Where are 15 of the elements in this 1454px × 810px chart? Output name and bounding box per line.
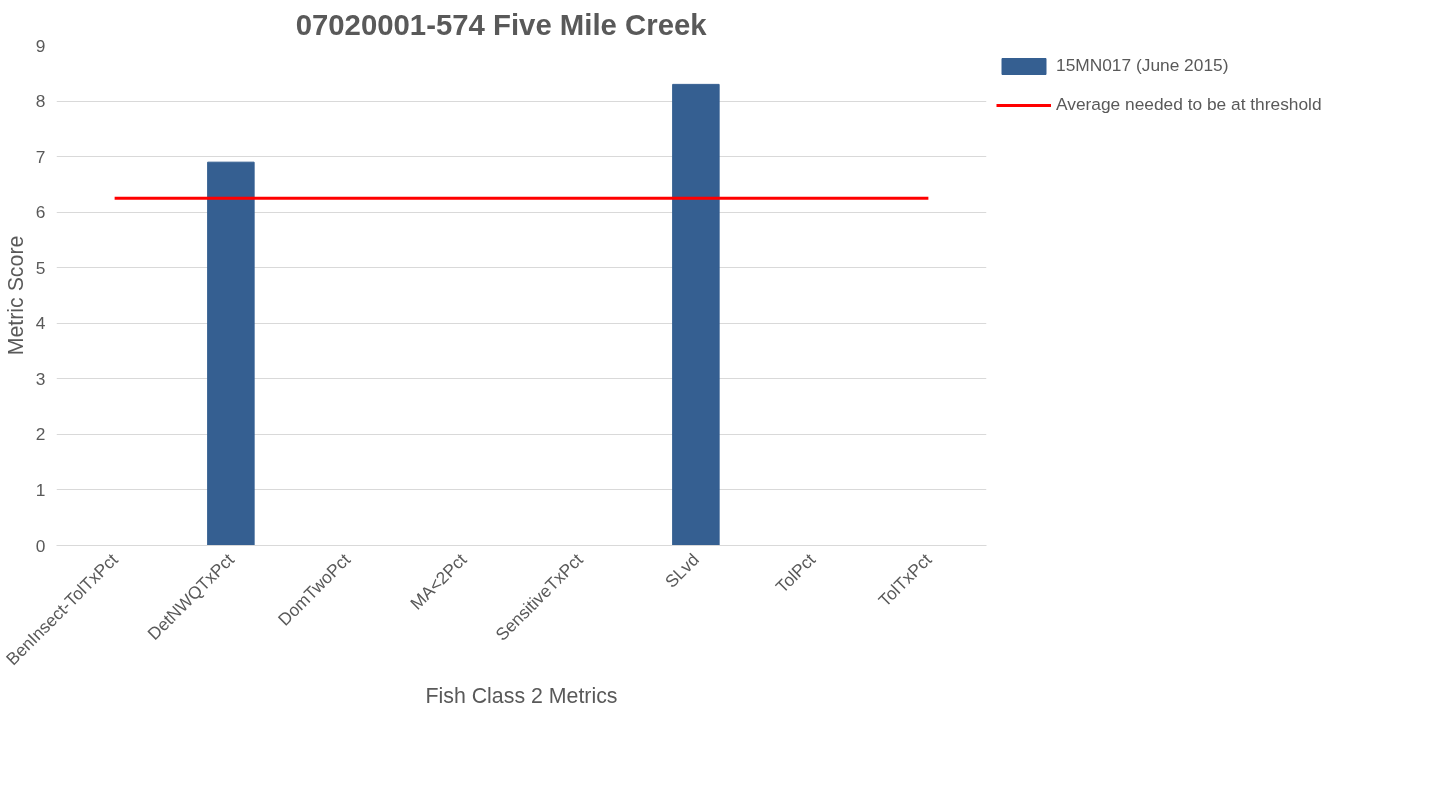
legend-label: 15MN017 (June 2015)	[1056, 55, 1229, 76]
y-tick-label: 0	[35, 535, 46, 556]
y-tick-label: 6	[35, 202, 46, 223]
y-tick-label: 8	[35, 91, 46, 112]
y-tick-label: 2	[35, 424, 46, 445]
y-tick-label: 4	[35, 313, 46, 334]
y-axis-title: Metric Score	[3, 235, 28, 356]
x-axis-title: Fish Class 2 Metrics	[425, 684, 618, 709]
legend-label: Average needed to be at threshold	[1056, 94, 1322, 115]
y-tick-label: 3	[35, 368, 46, 389]
y-tick-label: 7	[35, 146, 46, 167]
y-tick-label: 1	[35, 479, 46, 500]
y-tick-label: 9	[35, 35, 46, 56]
y-tick-label: 5	[35, 257, 46, 278]
chart-title: 07020001-574 Five Mile Creek	[295, 7, 708, 41]
